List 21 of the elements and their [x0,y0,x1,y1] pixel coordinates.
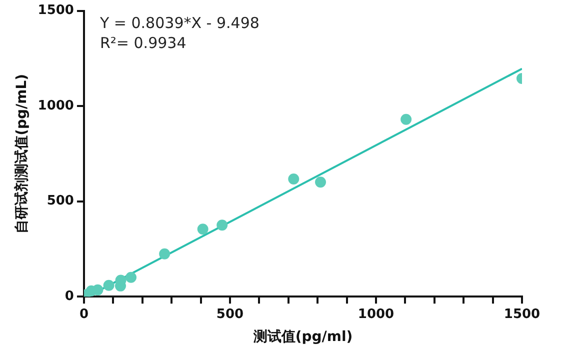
point [315,176,326,188]
point [159,248,170,260]
annotation: Y = 0.8039*X - 9.498 [98,14,260,32]
y-tick-label: 1000 [38,98,74,114]
point [92,284,104,296]
y-axis-title: 自研试剂测试值(pg/mL) [13,74,30,234]
point [400,114,412,125]
x-tick-label: 500 [216,306,244,322]
point [197,224,208,235]
x-axis-title: 测试值(pg/ml) [252,329,353,346]
y-tick-label: 0 [64,288,74,304]
point [103,280,114,291]
x-tick-label: 1500 [504,306,540,322]
point [216,220,228,231]
annotation: R²= 0.9934 [100,34,186,52]
point [125,272,136,283]
y-tick-label: 1500 [38,3,74,18]
x-tick-label: 1000 [358,306,394,322]
point [288,174,300,185]
y-tick-label: 500 [46,194,74,209]
x-tick-label: 0 [79,306,89,322]
